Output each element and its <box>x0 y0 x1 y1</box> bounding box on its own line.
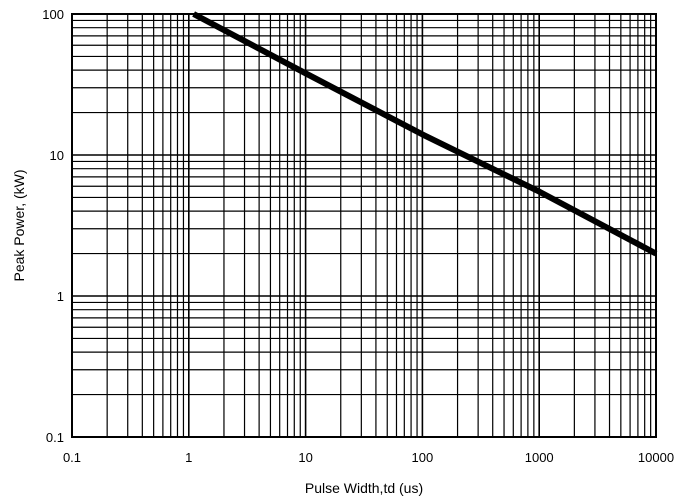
y-tick-label: 100 <box>42 7 64 22</box>
y-tick-label: 10 <box>50 148 64 163</box>
x-axis-label: Pulse Width,td (us) <box>305 480 423 496</box>
x-tick-label: 1000 <box>525 450 554 465</box>
x-tick-labels: 0.1 1 10 100 1000 10000 <box>63 450 674 465</box>
x-tick-label: 100 <box>412 450 434 465</box>
y-tick-label: 0.1 <box>46 430 64 445</box>
y-axis-label: Peak Power, (kW) <box>11 169 27 281</box>
plot-area <box>71 13 657 438</box>
x-tick-label: 1 <box>185 450 192 465</box>
y-tick-label: 1 <box>57 289 64 304</box>
y-tick-labels: 0.1 1 10 100 <box>42 7 64 445</box>
x-tick-label: 0.1 <box>63 450 81 465</box>
x-tick-label: 10000 <box>638 450 674 465</box>
x-tick-label: 10 <box>298 450 312 465</box>
series-group <box>192 11 658 257</box>
series-line <box>192 11 658 257</box>
grid-lines <box>71 14 656 438</box>
